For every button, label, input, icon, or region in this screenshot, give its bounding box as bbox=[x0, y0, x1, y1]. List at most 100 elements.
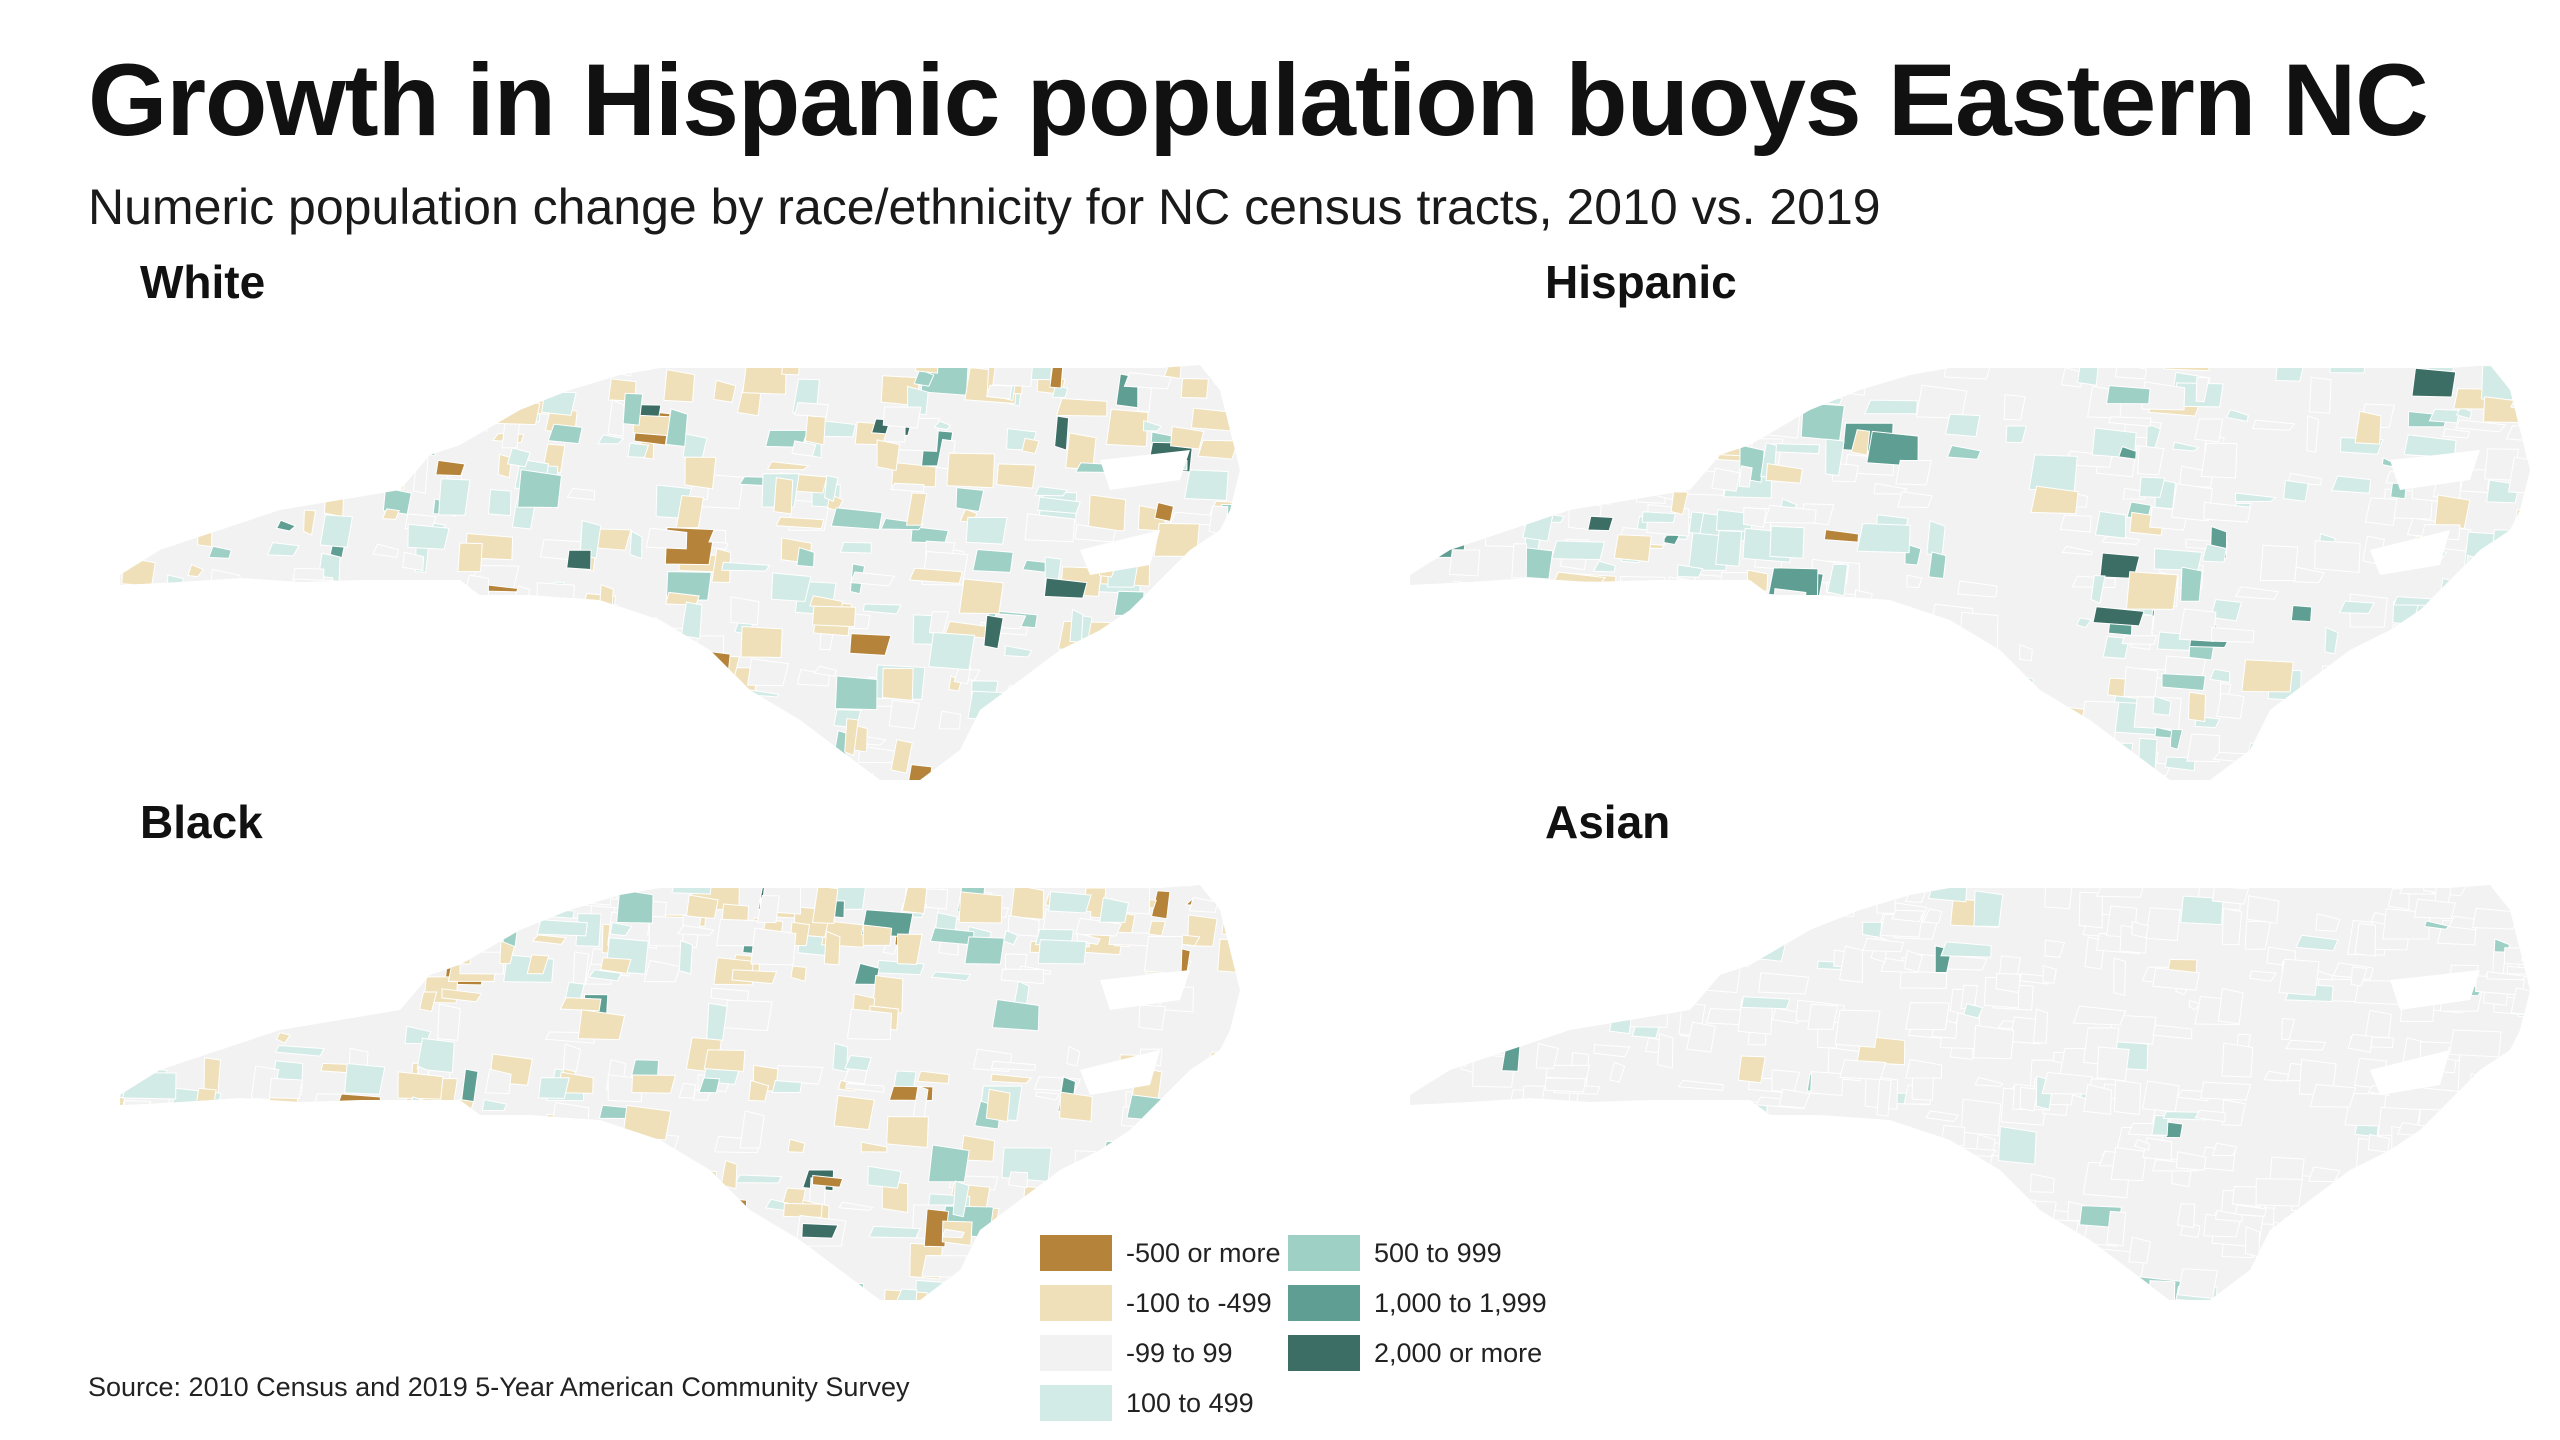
tract-patch bbox=[849, 633, 892, 656]
tract-patch bbox=[1592, 885, 1615, 912]
tract-patch bbox=[1677, 564, 1704, 578]
tract-patch bbox=[2095, 885, 2145, 898]
tract-patch bbox=[1750, 631, 1770, 649]
tract-patch bbox=[244, 691, 295, 706]
tract-patch bbox=[1854, 589, 1873, 614]
tract-patch bbox=[1545, 1199, 1564, 1212]
tract-patch bbox=[182, 904, 216, 938]
tract-patch bbox=[584, 704, 619, 723]
tract-patch bbox=[120, 1059, 154, 1071]
tract-patch bbox=[2338, 1296, 2381, 1300]
tract-patch bbox=[736, 1283, 764, 1300]
tract-patch bbox=[531, 365, 550, 393]
tract-patch bbox=[1590, 599, 1642, 612]
tract-patch bbox=[306, 466, 326, 476]
tract-patch bbox=[120, 447, 137, 481]
tract-patch bbox=[2525, 652, 2530, 682]
tract-patch bbox=[972, 548, 1014, 573]
tract-patch bbox=[1562, 406, 1600, 434]
tract-patch bbox=[275, 519, 297, 532]
tract-patch bbox=[124, 696, 177, 716]
tract-patch bbox=[2496, 615, 2530, 642]
tract-patch bbox=[624, 680, 671, 700]
tract-patch bbox=[1758, 972, 1810, 995]
tract-patch bbox=[1495, 419, 1540, 448]
tract-patch bbox=[260, 445, 309, 458]
tract-patch bbox=[1016, 771, 1042, 780]
tract-patch bbox=[1708, 384, 1751, 412]
tract-patch bbox=[319, 900, 367, 920]
tract-patch bbox=[1825, 438, 1845, 477]
tract-patch bbox=[442, 885, 486, 907]
tract-patch bbox=[1678, 1136, 1717, 1170]
tract-patch bbox=[790, 965, 807, 982]
tract-patch bbox=[921, 1255, 967, 1279]
tract-patch bbox=[633, 1178, 654, 1209]
tract-patch bbox=[476, 733, 515, 769]
tract-patch bbox=[175, 446, 226, 474]
tract-patch bbox=[895, 1288, 918, 1300]
tract-patch bbox=[1915, 384, 1968, 419]
tract-patch bbox=[349, 587, 401, 602]
tract-patch bbox=[151, 885, 168, 911]
tract-patch bbox=[1583, 750, 1609, 772]
tract-patch bbox=[2451, 775, 2479, 780]
tract-patch bbox=[2107, 416, 2152, 427]
legend-item: -500 or more bbox=[1040, 1235, 1281, 1271]
tract-patch bbox=[1007, 914, 1040, 937]
tract-patch bbox=[591, 1293, 616, 1300]
tract-patch bbox=[1242, 663, 1250, 700]
tract-patch bbox=[172, 940, 215, 976]
tract-patch bbox=[2308, 1166, 2341, 1183]
tract-patch bbox=[463, 574, 489, 601]
tract-patch bbox=[148, 505, 168, 526]
tract-patch bbox=[2106, 1210, 2127, 1247]
tract-patch bbox=[1602, 1172, 1623, 1209]
tract-patch bbox=[1807, 1003, 1839, 1030]
tract-patch bbox=[1500, 977, 1536, 1002]
tract-patch bbox=[682, 433, 708, 459]
tract-patch bbox=[739, 1110, 765, 1149]
tract-patch bbox=[1928, 551, 1947, 580]
tract-patch bbox=[832, 1042, 849, 1073]
tract-patch bbox=[2225, 409, 2249, 422]
tract-patch bbox=[1576, 962, 1619, 997]
tract-patch bbox=[371, 1182, 413, 1210]
tract-patch bbox=[214, 898, 267, 919]
tract-patch bbox=[601, 602, 619, 625]
tract-patch bbox=[759, 719, 776, 742]
tract-patch bbox=[914, 365, 939, 374]
tract-patch bbox=[468, 1271, 501, 1300]
tract-patch bbox=[1141, 1153, 1179, 1182]
tract-patch bbox=[643, 959, 681, 983]
tract-patch bbox=[721, 561, 771, 572]
tract-patch bbox=[1543, 606, 1568, 621]
tract-patch bbox=[1608, 1004, 1633, 1035]
tract-patch bbox=[1558, 416, 1613, 452]
tract-patch bbox=[731, 969, 778, 985]
tract-patch bbox=[1775, 692, 1822, 720]
tract-patch bbox=[1619, 1148, 1642, 1164]
tract-patch bbox=[1448, 549, 1481, 577]
tract-patch bbox=[966, 760, 1001, 780]
tract-patch bbox=[299, 589, 318, 615]
panel-label-white: White bbox=[140, 256, 266, 308]
tract-patch bbox=[2042, 965, 2057, 984]
legend-label: 1,000 to 1,999 bbox=[1374, 1287, 1547, 1318]
tract-patch bbox=[130, 728, 183, 744]
tract-patch bbox=[1824, 1171, 1861, 1196]
tract-patch bbox=[2304, 1279, 2321, 1300]
tract-patch bbox=[1452, 1010, 1492, 1037]
tract-patch bbox=[2330, 1249, 2358, 1279]
tract-patch bbox=[1153, 522, 1200, 557]
tract-patch bbox=[1959, 611, 1999, 651]
tract-patch bbox=[226, 1192, 266, 1219]
tract-patch bbox=[498, 705, 535, 739]
tract-patch bbox=[2079, 700, 2120, 739]
tract-patch bbox=[1577, 656, 1607, 675]
tract-patch bbox=[2211, 1142, 2238, 1156]
tract-patch bbox=[2275, 365, 2306, 382]
tract-patch bbox=[595, 1277, 638, 1291]
tract-patch bbox=[2180, 566, 2203, 602]
tract-patch bbox=[2536, 946, 2540, 966]
